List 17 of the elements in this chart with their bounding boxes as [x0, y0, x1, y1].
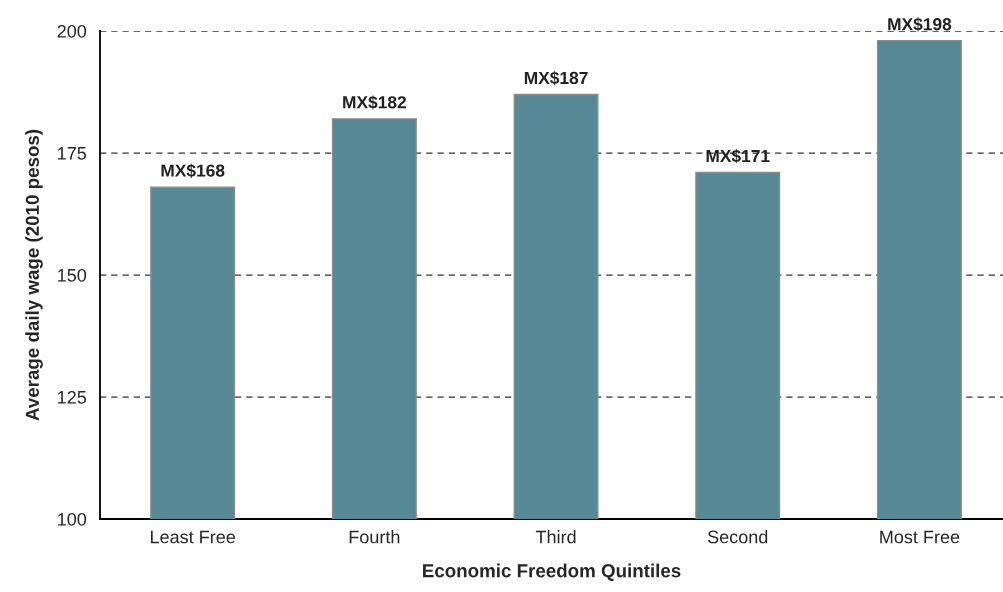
data-label: MX$171: [706, 149, 770, 164]
x-tick-label: Third: [535, 530, 576, 544]
y-axis-title: Average daily wage (2010 pesos): [25, 129, 43, 421]
data-label: MX$182: [343, 95, 406, 110]
y-tick-label: 175: [58, 147, 87, 160]
x-tick-label: Second: [707, 530, 768, 544]
data-label: MX$187: [524, 71, 588, 86]
y-tick-label: 150: [58, 268, 87, 282]
x-tick-label: Least Free: [150, 530, 236, 544]
x-tick-label: Fourth: [349, 530, 400, 544]
y-tick-label: 100: [58, 512, 87, 526]
data-label: MX$168: [161, 163, 225, 178]
y-tick-label: 125: [58, 390, 87, 404]
x-axis-title: Economic Freedom Quintiles: [423, 563, 681, 581]
y-tick-label: 200: [57, 24, 87, 38]
x-tick-label: Most Free: [880, 530, 960, 544]
data-label: MX$198: [888, 17, 952, 32]
